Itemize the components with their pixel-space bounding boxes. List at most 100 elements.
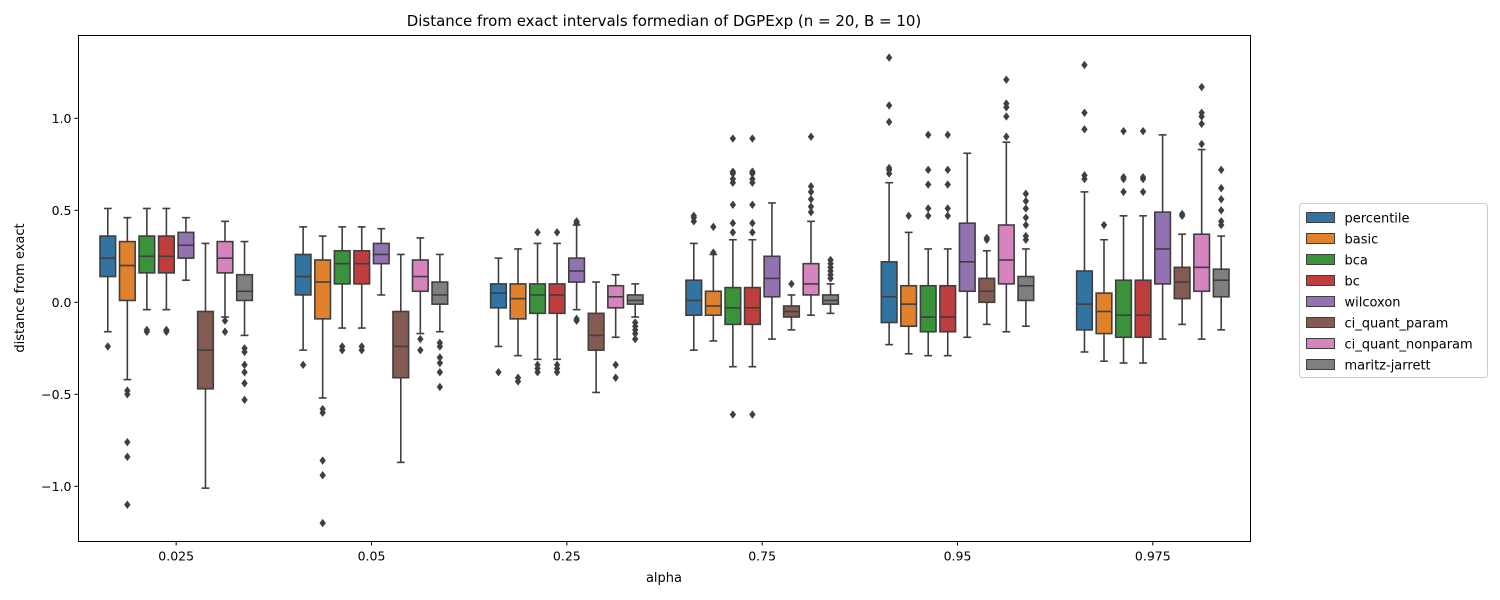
- legend-item-bc: bc: [1306, 275, 1360, 290]
- box-body: [1095, 292, 1113, 335]
- y-tick-label: 0.5: [52, 203, 72, 218]
- legend-label: percentile: [1345, 212, 1410, 227]
- flier-point: [729, 174, 737, 184]
- box-basic-0.05: [314, 235, 332, 528]
- flier-point: [925, 130, 932, 140]
- flier-point: [1022, 213, 1030, 222]
- legend-item-ci_quant_nonparam: ci_quant_nonparam: [1306, 338, 1473, 353]
- flier-point: [749, 410, 756, 419]
- flier-point: [944, 130, 951, 140]
- box-body: [294, 253, 312, 296]
- flier-point: [983, 233, 990, 243]
- flier-point: [339, 345, 346, 355]
- box-ci_quant_param-0.05: [392, 253, 410, 464]
- flier-point: [1139, 172, 1147, 182]
- box-body: [802, 262, 820, 296]
- flier-point: [221, 316, 229, 325]
- flier-point: [632, 334, 639, 344]
- flier-point: [1120, 172, 1127, 182]
- flier-point: [1022, 220, 1030, 230]
- legend-label: bc: [1345, 275, 1360, 290]
- flier-point: [944, 165, 951, 175]
- legend-item-maritz-jarrett: maritz-jarrett: [1306, 359, 1431, 374]
- box-basic-0.95: [900, 211, 918, 355]
- box-body: [216, 240, 234, 274]
- flier-point: [925, 211, 932, 221]
- flier-point: [1139, 126, 1147, 136]
- flier-point: [241, 395, 248, 405]
- y-axis-label: distance from exact: [13, 223, 28, 352]
- flier-point: [1120, 187, 1127, 197]
- flier-point: [1218, 165, 1225, 175]
- flier-point: [729, 228, 737, 237]
- legend-label: wilcoxon: [1345, 296, 1401, 311]
- box-body: [138, 235, 156, 274]
- box-wilcoxon-0.05: [372, 227, 390, 296]
- box-body: [919, 284, 937, 333]
- box-body: [900, 284, 918, 328]
- box-wilcoxon-0.25: [567, 217, 586, 325]
- flier-point: [241, 379, 248, 388]
- flier-point: [885, 53, 893, 62]
- flier-point: [1178, 209, 1186, 219]
- legend-swatch: [1306, 338, 1335, 349]
- box-body: [626, 294, 644, 305]
- box-percentile-0.95: [880, 53, 898, 346]
- legend: percentile basic bca bc wilcoxon ci_quant_par…: [1299, 203, 1488, 378]
- legend-swatch: [1306, 296, 1335, 307]
- flier-point: [1139, 187, 1147, 197]
- flier-point: [1218, 206, 1225, 215]
- flier-point: [925, 165, 932, 175]
- x-axis-label: alpha: [646, 571, 682, 586]
- flier-point: [358, 345, 365, 355]
- box-basic-0.25: [509, 248, 527, 386]
- flier-point: [495, 368, 502, 377]
- flier-point: [1022, 189, 1030, 198]
- flier-point: [807, 202, 815, 211]
- flier-point: [124, 500, 131, 509]
- box-body: [939, 284, 957, 333]
- box-ci_quant_nonparam-0.25: [607, 273, 625, 382]
- box-ci_quant_param-0.75: [782, 279, 801, 331]
- flier-point: [807, 195, 815, 204]
- flier-point: [514, 377, 522, 386]
- flier-point: [749, 200, 756, 209]
- flier-point: [729, 218, 737, 228]
- flier-point: [632, 329, 639, 338]
- flier-point: [1022, 231, 1030, 241]
- flier-point: [1218, 184, 1225, 193]
- box-body: [1153, 211, 1172, 285]
- box-body: [1173, 266, 1191, 300]
- box-body: [353, 249, 371, 285]
- legend-item-wilcoxon: wilcoxon: [1306, 296, 1401, 311]
- y-tick-label: −1.0: [41, 479, 71, 494]
- flier-point: [925, 204, 932, 213]
- flier-point: [417, 334, 424, 344]
- box-bc-0.95: [939, 130, 957, 357]
- box-maritz-jarrett-0.95: [1017, 189, 1035, 328]
- x-tick-label: 0.75: [748, 549, 776, 564]
- flier-point: [436, 353, 444, 362]
- legend-item-percentile: percentile: [1306, 212, 1410, 227]
- box-ci_quant_param-0.25: [587, 281, 605, 394]
- flier-point: [749, 167, 756, 176]
- flier-point: [729, 134, 737, 143]
- flier-point: [319, 456, 326, 465]
- box-percentile-0.975: [1075, 60, 1094, 353]
- box-body: [314, 259, 332, 320]
- box-maritz-jarrett-0.975: [1212, 165, 1230, 331]
- flier-point: [944, 211, 951, 221]
- flier-point: [436, 368, 444, 377]
- flier-point: [807, 187, 815, 197]
- flier-point: [729, 200, 737, 209]
- box-bca-0.25: [528, 228, 547, 377]
- flier-point: [749, 174, 756, 184]
- y-axis: −1.0 −0.5 0.0 0.5 1.0: [41, 111, 79, 494]
- flier-point: [1081, 125, 1088, 134]
- flier-point: [1120, 126, 1127, 136]
- box-bc-0.975: [1134, 126, 1152, 364]
- flier-point: [124, 437, 131, 447]
- x-tick-label: 0.95: [944, 549, 972, 564]
- box-body: [489, 283, 508, 309]
- flier-point: [749, 218, 756, 228]
